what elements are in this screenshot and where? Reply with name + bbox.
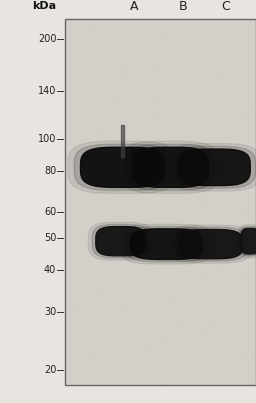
Text: 80: 80	[44, 166, 56, 176]
Text: B: B	[179, 0, 188, 13]
Text: 60: 60	[44, 207, 56, 217]
Polygon shape	[238, 224, 256, 258]
Polygon shape	[121, 141, 220, 193]
Polygon shape	[88, 222, 153, 260]
Text: A: A	[130, 0, 138, 13]
Polygon shape	[119, 224, 214, 264]
Text: 100: 100	[38, 134, 56, 144]
Text: 50: 50	[44, 233, 56, 243]
Polygon shape	[239, 226, 256, 256]
Bar	[65, 19, 256, 385]
Polygon shape	[74, 144, 171, 191]
Polygon shape	[96, 226, 145, 256]
Polygon shape	[241, 229, 256, 254]
Text: 140: 140	[38, 85, 56, 96]
Polygon shape	[173, 227, 248, 261]
Text: kDa: kDa	[32, 1, 56, 11]
Polygon shape	[172, 146, 256, 188]
Polygon shape	[132, 147, 208, 187]
Text: 20: 20	[44, 365, 56, 375]
Polygon shape	[168, 225, 252, 263]
Polygon shape	[68, 141, 177, 193]
Text: 40: 40	[44, 265, 56, 275]
Polygon shape	[167, 143, 256, 191]
Polygon shape	[125, 226, 208, 262]
Polygon shape	[126, 144, 214, 191]
Polygon shape	[178, 149, 250, 186]
Text: 200: 200	[38, 34, 56, 44]
Polygon shape	[178, 230, 243, 259]
Polygon shape	[81, 147, 164, 187]
Text: 30: 30	[44, 307, 56, 317]
Polygon shape	[92, 224, 149, 258]
Polygon shape	[130, 229, 202, 260]
Text: C: C	[221, 0, 230, 13]
